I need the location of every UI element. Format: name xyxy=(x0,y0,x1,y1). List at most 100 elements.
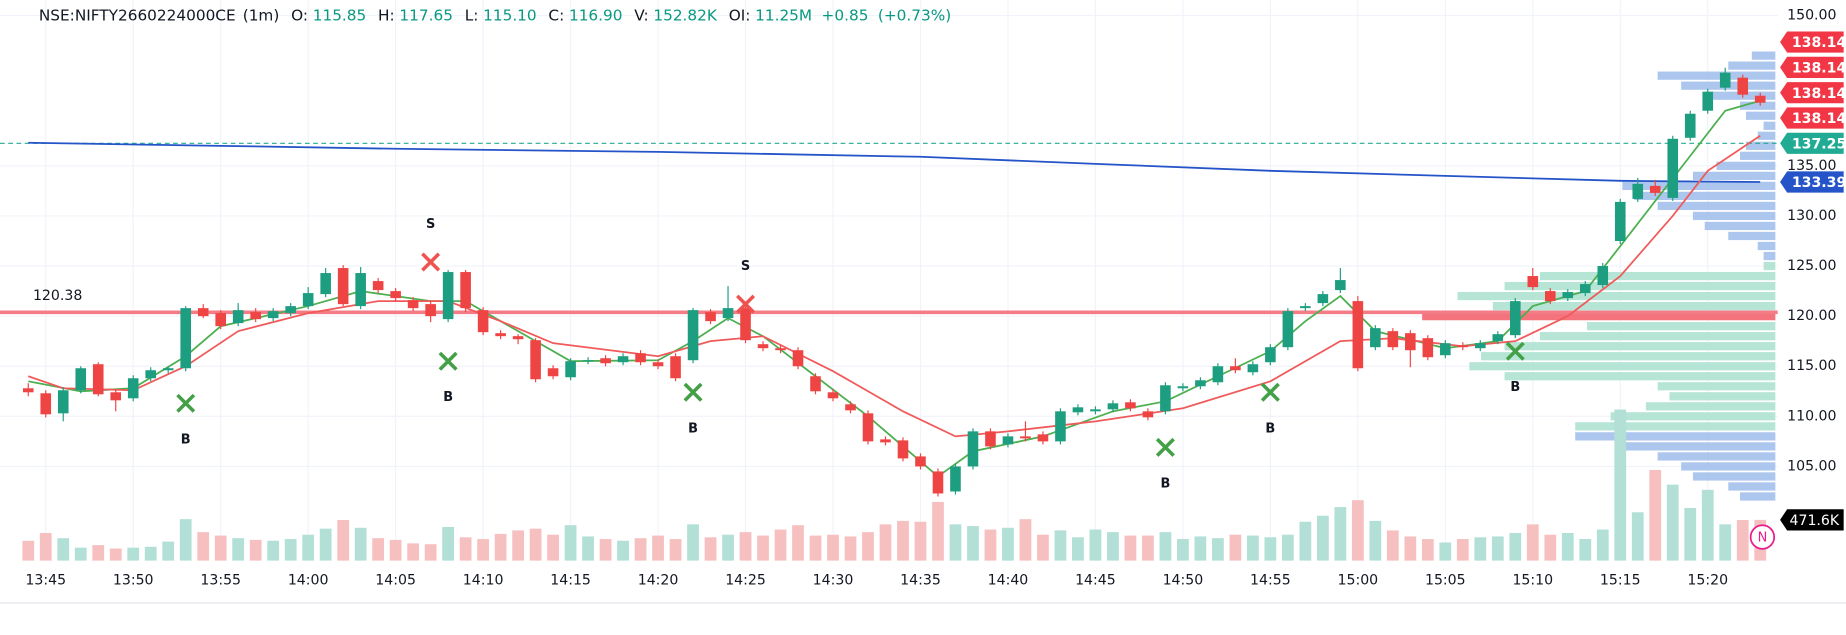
ohlc-label: H: xyxy=(378,6,395,24)
ohlc-label: C: xyxy=(548,6,564,24)
candle-body xyxy=(950,466,961,492)
candle-body xyxy=(827,392,839,399)
price-label: 133.39 xyxy=(1780,171,1846,193)
price-label-box xyxy=(1780,31,1844,53)
volume-bar xyxy=(302,534,315,561)
candle-body xyxy=(915,456,926,467)
volume-bar xyxy=(914,521,927,561)
profile-bar xyxy=(1740,151,1776,160)
candle-body xyxy=(547,368,559,377)
profile-bar xyxy=(1692,171,1776,180)
profile-bar xyxy=(1504,372,1776,381)
y-tick-label: 125.00 xyxy=(1787,258,1836,274)
volume-bar xyxy=(1369,520,1382,561)
x-tick-label: 13:50 xyxy=(113,573,154,589)
price-label: 138.14 xyxy=(1780,56,1846,78)
price-label-box xyxy=(1780,82,1844,104)
candle-body xyxy=(1562,292,1574,299)
signal-marker xyxy=(438,351,458,371)
volume-bar xyxy=(704,537,717,561)
volume-bars xyxy=(22,409,1767,561)
profile-bar xyxy=(1740,101,1776,110)
candle-body xyxy=(1702,91,1714,111)
x-tick-label: 14:50 xyxy=(1163,573,1204,589)
candle-body xyxy=(740,308,751,341)
ohlc-label: O: xyxy=(291,6,308,24)
candle-body xyxy=(967,431,979,467)
volume-bar xyxy=(1474,537,1487,561)
profile-bar xyxy=(1575,432,1776,441)
signal-label: B xyxy=(688,421,698,436)
volume-bar xyxy=(1684,507,1697,561)
x-tick-label: 15:05 xyxy=(1425,573,1466,589)
y-tick-label: 135.00 xyxy=(1787,158,1836,174)
profile-bar xyxy=(1539,271,1776,281)
signal-cross xyxy=(1260,382,1280,402)
candle-body xyxy=(722,308,734,319)
profile-bar xyxy=(1763,121,1776,130)
candle-body xyxy=(285,306,296,314)
candle-body xyxy=(1037,434,1049,442)
candle-body xyxy=(215,313,226,327)
volume-bar xyxy=(1281,534,1294,561)
profile-bar xyxy=(1622,181,1776,191)
candle-body xyxy=(1195,380,1206,387)
candle-body xyxy=(1737,77,1749,95)
candle-body xyxy=(1579,284,1591,294)
signal-label: B xyxy=(1160,476,1170,491)
profile-bar xyxy=(1469,362,1776,371)
volume-bar xyxy=(862,532,874,561)
candle-body xyxy=(1300,306,1311,309)
candle-body xyxy=(1387,331,1399,348)
volume-bar xyxy=(319,528,332,561)
candle-body xyxy=(1684,113,1696,138)
volume-bar xyxy=(547,534,559,561)
signal-cross xyxy=(438,351,458,371)
candle-body xyxy=(1265,347,1276,363)
candle-body xyxy=(600,358,611,364)
candle-body xyxy=(1509,301,1521,336)
price-label-box xyxy=(1780,171,1844,193)
candle-body xyxy=(40,393,52,415)
candle-body xyxy=(565,361,576,378)
volume-bar xyxy=(757,535,769,561)
indicator-line xyxy=(27,134,1761,438)
profile-bar xyxy=(1645,402,1776,411)
volume-bar xyxy=(582,536,594,561)
volume-bar xyxy=(1142,535,1154,561)
volume-bar xyxy=(1719,524,1732,561)
candle-body xyxy=(92,364,104,395)
candle-body xyxy=(1125,402,1136,409)
profile-bar xyxy=(1657,452,1776,461)
candle-body xyxy=(495,333,506,337)
signal-label: S xyxy=(426,217,435,232)
ohlc-label: OI: xyxy=(729,6,751,24)
volume-bar xyxy=(1386,530,1399,561)
candle-body xyxy=(1107,403,1119,410)
volume-bar xyxy=(144,546,157,561)
profile-bar xyxy=(1704,91,1776,100)
volume-bar xyxy=(1439,542,1452,561)
candle-body xyxy=(1160,385,1171,412)
volume-bar xyxy=(162,541,175,561)
indicator-lines: 120.38 xyxy=(0,99,1778,478)
candle-body xyxy=(355,273,366,307)
volume-bar xyxy=(459,537,472,561)
profile-bar xyxy=(1586,322,1776,331)
profile-bar xyxy=(1763,251,1776,261)
candle-body xyxy=(22,388,34,393)
price-label: 138.14 xyxy=(1780,107,1846,129)
candle-body xyxy=(460,272,471,309)
ohlc-value: 116.90 xyxy=(569,6,623,24)
volume-bar xyxy=(442,526,455,561)
candle-body xyxy=(985,431,996,447)
price-label-text: 138.14 xyxy=(1792,111,1846,127)
candle-body xyxy=(390,291,401,299)
price-label-text: 138.14 xyxy=(1792,35,1846,51)
candle-body xyxy=(110,392,122,401)
price-label-text: 138.14 xyxy=(1792,61,1846,77)
volume-bar xyxy=(1404,536,1417,561)
candle-body xyxy=(127,378,139,399)
candle-body xyxy=(635,353,646,363)
candle-body xyxy=(1614,201,1626,241)
